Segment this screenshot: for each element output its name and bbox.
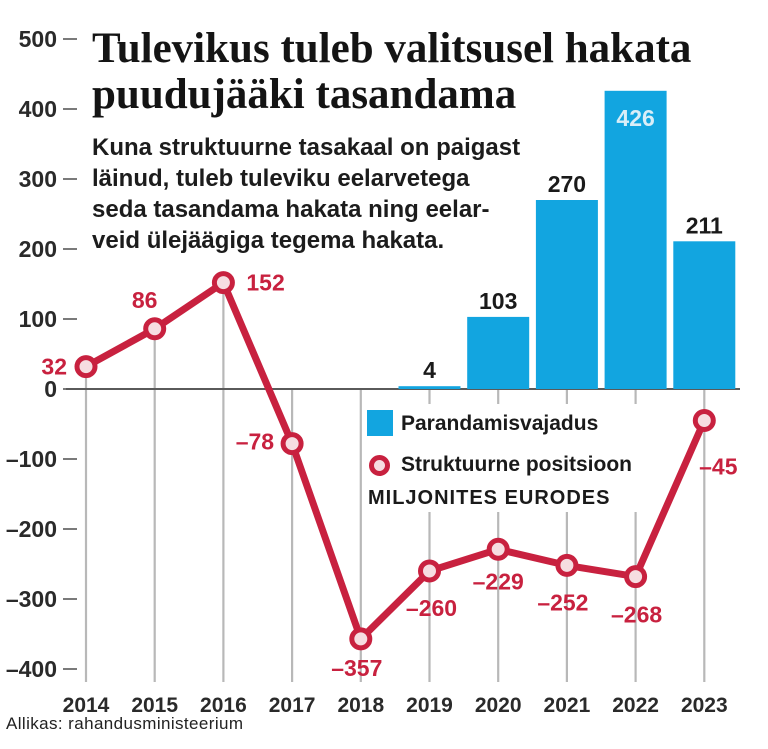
y-tick-label-0: 0 [44, 376, 57, 402]
bar-label-2021: 270 [548, 171, 586, 197]
x-tick-label-2017: 2017 [269, 694, 316, 717]
x-tick-label-2016: 2016 [200, 694, 247, 717]
bar-2019 [398, 386, 461, 389]
y-tick-label-100: 100 [19, 306, 57, 332]
point-label-2023: –45 [699, 454, 738, 480]
x-tick-label-2021: 2021 [544, 694, 591, 717]
y-tick-label-minus-400: –400 [6, 656, 57, 682]
point-2014 [74, 355, 98, 379]
point-label-2019: –260 [406, 595, 457, 621]
point-2023 [692, 409, 716, 432]
source-note: Allikas: rahandusministeerium [6, 714, 244, 733]
bar-label-2019: 4 [423, 357, 436, 383]
point-2015 [143, 317, 167, 341]
point-2018 [349, 627, 373, 651]
point-label-2021: –252 [537, 589, 588, 615]
bar-2020 [467, 316, 530, 389]
point-label-2016: 152 [246, 270, 284, 296]
point-label-2018: –357 [331, 655, 382, 681]
legend: Parandamisvajadus Struktuurne positsioon… [364, 404, 648, 512]
point-2022 [624, 565, 648, 589]
line-struktuurne-positsioon-group [74, 271, 716, 651]
point-2019 [418, 559, 441, 583]
chart-subtitle: Kuna struktuurne tasakaal on paigast läi… [92, 132, 520, 256]
point-label-2017: –78 [236, 429, 275, 455]
legend-label-struktuurne-positsioon: Struktuurne positsioon [401, 453, 632, 476]
bar-2021 [535, 200, 598, 389]
bar-2023 [673, 241, 736, 389]
subtitle-line-3: seda tasandama hakata ning eelar- [92, 196, 490, 223]
y-tick-label-200: 200 [19, 236, 57, 262]
point-2020 [486, 537, 510, 561]
data-labels: 41032704262113286152–78–357–260–229–252–… [41, 105, 737, 681]
x-tick-label-2023: 2023 [681, 694, 728, 717]
x-tick-label-2019: 2019 [406, 694, 453, 717]
x-tick-label-2020: 2020 [475, 694, 522, 717]
chart-title-line-1: Tulevikus tuleb valitsusel hakata [92, 25, 692, 72]
y-tick-label-minus-300: –300 [6, 586, 57, 612]
legend-label-parandamisvajadus: Parandamisvajadus [401, 412, 599, 435]
chart-title-line-2: puudujääki tasandama [92, 71, 517, 118]
point-2016 [211, 271, 235, 295]
bar-2022 [604, 90, 667, 390]
x-tick-label-2014: 2014 [63, 694, 110, 717]
legend-swatch-parandamisvajadus [367, 410, 393, 436]
y-tick-label-300: 300 [19, 166, 57, 192]
point-2021 [555, 553, 579, 577]
axes: 2014 2015 2016 2017 2018 2019 2020 2021 2022 2023… [6, 26, 740, 717]
legend-marker-struktuurne-positsioon [369, 455, 390, 476]
bars-parandamisvajadus [398, 90, 736, 390]
x-tick-label-2015: 2015 [131, 694, 178, 717]
subtitle-line-1: Kuna struktuurne tasakaal on paigast [92, 134, 521, 161]
subtitle-line-4: veid ülejäägiga tegema hakata. [92, 227, 445, 254]
point-label-2020: –229 [473, 568, 524, 594]
chart-title: Tulevikus tuleb valitsusel hakata puuduj… [92, 26, 691, 118]
x-tick-label-2018: 2018 [337, 694, 384, 717]
point-label-2014: 32 [41, 354, 67, 380]
point-label-2015: 86 [132, 287, 158, 313]
y-tick-label-500: 500 [19, 26, 57, 52]
units-label: MILJONITES EURODES [368, 487, 611, 509]
y-tick-label-400: 400 [19, 96, 57, 122]
point-label-2022: –268 [611, 602, 662, 628]
bar-label-2023: 211 [686, 212, 723, 238]
x-tick-label-2022: 2022 [612, 694, 659, 717]
bar-label-2020: 103 [479, 288, 517, 314]
y-tick-label-minus-100: –100 [6, 446, 57, 472]
y-tick-label-minus-200: –200 [6, 516, 57, 542]
bar-label-2022: 426 [616, 105, 654, 131]
line-struktuurne-positsioon [82, 279, 708, 643]
point-2017 [280, 432, 304, 456]
subtitle-line-2: läinud, tuleb tuleviku eelarvetega [92, 165, 470, 192]
